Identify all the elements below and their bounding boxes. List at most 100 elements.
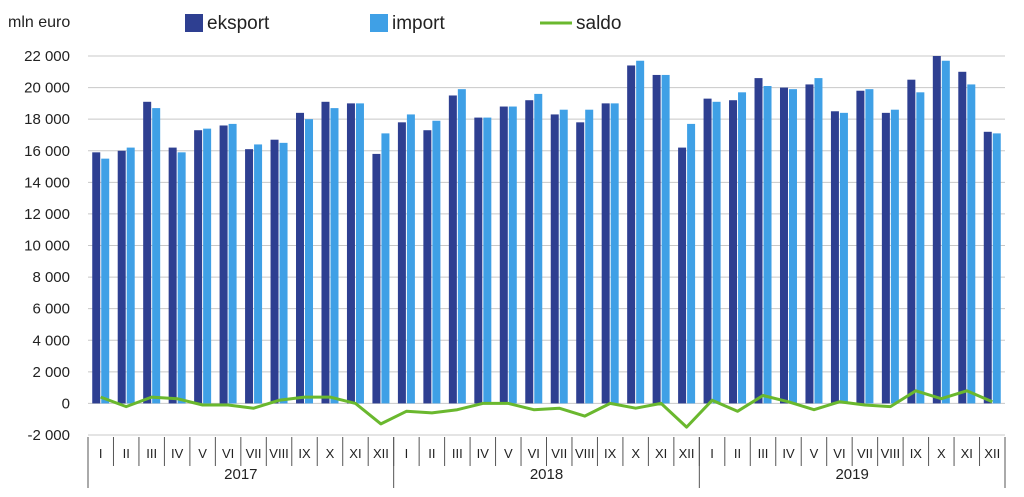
bar-eksport: [601, 103, 610, 404]
month-label: I: [710, 446, 714, 461]
y-tick-label: 4 000: [32, 332, 70, 349]
bar-import: [839, 112, 848, 404]
bar-import: [763, 86, 772, 404]
month-label: X: [937, 446, 946, 461]
y-tick-label: 22 000: [24, 48, 70, 65]
y-tick-label: 2 000: [32, 364, 70, 381]
bar-eksport: [372, 153, 381, 404]
month-label: XI: [655, 446, 667, 461]
bar-eksport: [830, 111, 839, 404]
bar-import: [152, 108, 161, 404]
bar-eksport: [703, 98, 712, 404]
bar-eksport: [143, 101, 152, 404]
y-tick-label: -2 000: [27, 427, 70, 444]
bar-import: [406, 114, 415, 404]
year-label: 2018: [530, 466, 563, 483]
bar-eksport: [932, 56, 941, 404]
y-tick-label: 20 000: [24, 80, 70, 97]
bar-eksport: [779, 87, 788, 404]
bar-import: [814, 78, 823, 404]
month-label: IV: [477, 446, 490, 461]
bar-eksport: [499, 106, 508, 404]
bar-import: [585, 109, 594, 404]
bar-import: [865, 89, 874, 404]
month-label: IX: [604, 446, 617, 461]
legend-swatch-import: [370, 14, 388, 32]
y-tick-label: 6 000: [32, 301, 70, 318]
month-label: IV: [782, 446, 795, 461]
bar-import: [330, 108, 339, 404]
bar-eksport: [729, 100, 738, 404]
bar-eksport: [627, 65, 636, 404]
y-tick-label: 12 000: [24, 206, 70, 223]
month-label: XI: [961, 446, 973, 461]
month-label: XII: [984, 446, 1000, 461]
bar-import: [661, 74, 670, 404]
bar-eksport: [296, 112, 305, 404]
bar-import: [101, 158, 110, 404]
y-tick-label: 0: [62, 395, 70, 412]
bar-eksport: [270, 139, 279, 404]
bar-import: [636, 60, 645, 404]
bar-import: [203, 128, 212, 404]
month-label: III: [146, 446, 157, 461]
month-label: III: [452, 446, 463, 461]
bar-eksport: [652, 74, 661, 404]
bar-import: [381, 133, 390, 404]
bar-import: [457, 89, 466, 404]
bar-eksport: [754, 78, 763, 404]
bar-eksport: [219, 125, 228, 404]
bar-eksport: [550, 114, 559, 404]
month-label: II: [123, 446, 130, 461]
bar-eksport: [474, 117, 483, 404]
bar-eksport: [525, 100, 534, 404]
y-tick-label: 10 000: [24, 238, 70, 255]
bar-import: [177, 152, 186, 404]
bar-import: [687, 123, 696, 404]
month-label: VII: [246, 446, 262, 461]
bar-import: [279, 142, 288, 404]
bar-eksport: [423, 130, 432, 404]
month-label: X: [631, 446, 640, 461]
bar-import: [610, 103, 619, 404]
bar-import: [890, 109, 899, 404]
y-axis-label: mln euro: [8, 14, 70, 31]
bar-eksport: [856, 90, 865, 404]
bar-import: [483, 117, 492, 404]
bar-import: [967, 84, 976, 404]
legend-swatch-eksport: [185, 14, 203, 32]
month-label: II: [734, 446, 741, 461]
month-label: VI: [528, 446, 540, 461]
month-label: I: [99, 446, 103, 461]
month-label: VIII: [269, 446, 289, 461]
bar-import: [712, 101, 721, 404]
month-label: VII: [551, 446, 567, 461]
month-label: VI: [833, 446, 845, 461]
bar-eksport: [805, 84, 814, 404]
bar-eksport: [448, 95, 457, 404]
bar-eksport: [397, 122, 406, 404]
bar-eksport: [958, 71, 967, 404]
line-saldo: [100, 389, 993, 429]
y-tick-label: 18 000: [24, 111, 70, 128]
year-label: 2017: [224, 466, 257, 483]
month-label: VIII: [881, 446, 901, 461]
bar-eksport: [881, 112, 890, 404]
bar-import: [738, 92, 747, 404]
bar-import: [534, 93, 543, 404]
bar-eksport: [983, 131, 992, 404]
y-tick-label: 16 000: [24, 143, 70, 160]
y-tick-label: 8 000: [32, 269, 70, 286]
month-label: XII: [373, 446, 389, 461]
month-label: X: [326, 446, 335, 461]
month-label: VII: [857, 446, 873, 461]
month-label: VI: [222, 446, 234, 461]
month-label: II: [428, 446, 435, 461]
bar-eksport: [245, 149, 254, 404]
bar-import: [305, 119, 314, 404]
bar-eksport: [92, 152, 101, 404]
bar-import: [355, 103, 364, 404]
legend-label-eksport: eksport: [207, 13, 270, 34]
